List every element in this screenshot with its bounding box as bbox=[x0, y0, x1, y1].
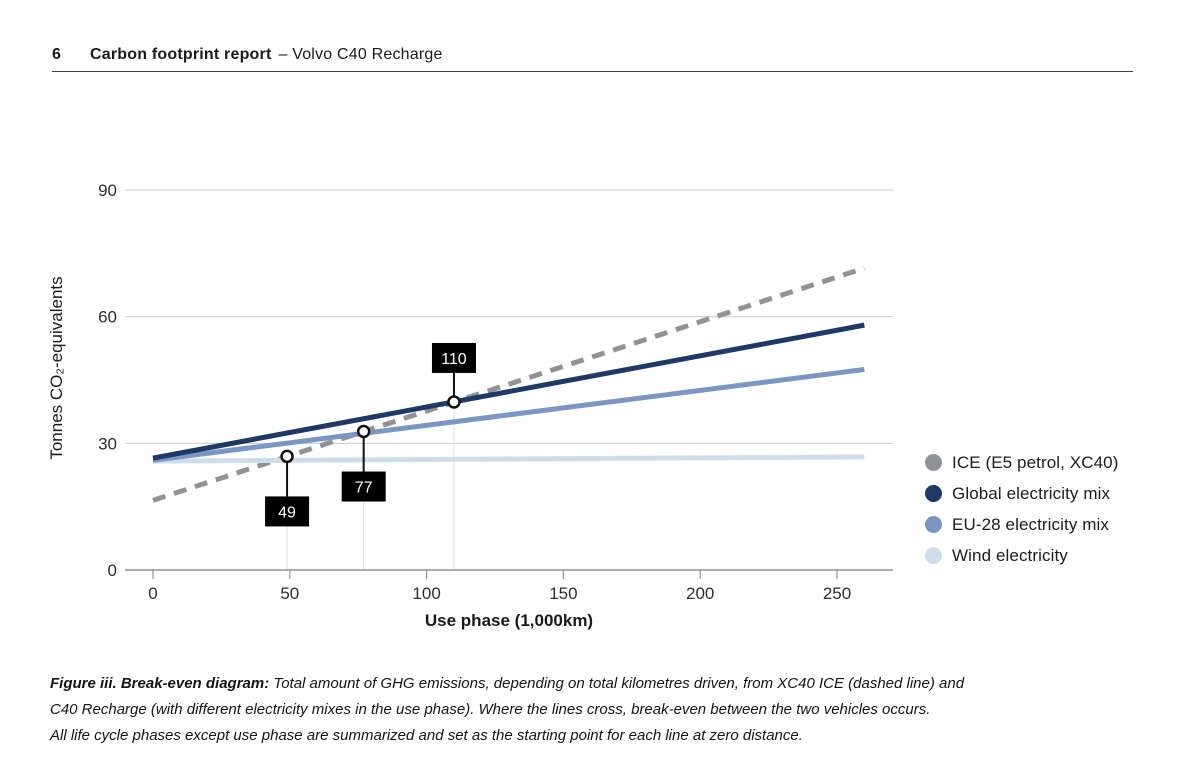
breakeven-marker-110 bbox=[447, 395, 461, 409]
breakeven-label-box-110 bbox=[431, 342, 476, 373]
breakeven-label-box-49 bbox=[265, 496, 310, 527]
y-tick-label-60: 60 bbox=[98, 308, 117, 327]
page-number: 6 bbox=[52, 46, 61, 63]
page-title-bold: Carbon footprint report bbox=[90, 46, 272, 63]
page-title: Carbon footprint report – Volvo C40 Recha… bbox=[90, 46, 443, 64]
caption-line-1: Figure iii. Break-even diagram: Total am… bbox=[50, 671, 1145, 697]
legend-label: Global electricity mix bbox=[952, 483, 1111, 503]
caption-lead: Figure iii. Break-even diagram: bbox=[50, 675, 270, 692]
legend-dot-icon bbox=[925, 485, 942, 502]
legend-item-3: Wind electricity bbox=[925, 540, 1119, 571]
legend-dot-icon bbox=[925, 454, 942, 471]
legend-label: Wind electricity bbox=[952, 545, 1068, 565]
page-title-rest: – Volvo C40 Recharge bbox=[278, 46, 443, 63]
y-tick-label-30: 30 bbox=[98, 434, 117, 453]
breakeven-label-box-77 bbox=[341, 471, 386, 502]
x-tick-label-200: 200 bbox=[686, 584, 714, 603]
x-axis-title: Use phase (1,000km) bbox=[425, 611, 593, 630]
x-tick-label-100: 100 bbox=[412, 584, 440, 603]
y-tick-label-90: 90 bbox=[98, 181, 117, 200]
caption-line-2: C40 Recharge (with different electricity… bbox=[50, 701, 931, 718]
series-line-0-ice-e5-petrol-xc40- bbox=[152, 265, 866, 503]
breakeven-label-text-49: 49 bbox=[278, 504, 296, 521]
breakeven-label-text-77: 77 bbox=[355, 480, 373, 497]
x-tick-label-250: 250 bbox=[823, 584, 851, 603]
series-line-1-global-electricity-mix bbox=[152, 322, 865, 461]
figure-caption: Figure iii. Break-even diagram: Total am… bbox=[50, 671, 1145, 749]
y-tick-label-0: 0 bbox=[108, 561, 117, 580]
x-tick-label-150: 150 bbox=[549, 584, 577, 603]
legend-item-1: Global electricity mix bbox=[925, 478, 1119, 509]
breakeven-marker-77 bbox=[356, 424, 371, 439]
x-tick-label-50: 50 bbox=[280, 584, 299, 603]
caption-line-3: All life cycle phases except use phase a… bbox=[50, 727, 803, 744]
breakeven-marker-49 bbox=[280, 449, 294, 464]
header-divider bbox=[52, 71, 1133, 72]
series-line-3-wind-electricity bbox=[152, 454, 865, 464]
legend-dot-icon bbox=[925, 516, 942, 533]
y-axis-title: Tonnes CO₂-equivalents bbox=[47, 276, 66, 459]
series-line-2-eu-28-electricity-mix bbox=[152, 366, 865, 463]
legend-dot-icon bbox=[925, 547, 942, 564]
legend-item-0: ICE (E5 petrol, XC40) bbox=[925, 447, 1119, 478]
legend-label: ICE (E5 petrol, XC40) bbox=[952, 452, 1119, 472]
legend-label: EU-28 electricity mix bbox=[952, 514, 1110, 534]
x-tick-label-0: 0 bbox=[148, 584, 157, 603]
caption-line-1-rest: Total amount of GHG emissions, depending… bbox=[269, 675, 965, 692]
breakeven-label-text-110: 110 bbox=[441, 351, 467, 368]
chart-legend: ICE (E5 petrol, XC40) Global electricity … bbox=[925, 447, 1119, 571]
legend-item-2: EU-28 electricity mix bbox=[925, 509, 1119, 540]
